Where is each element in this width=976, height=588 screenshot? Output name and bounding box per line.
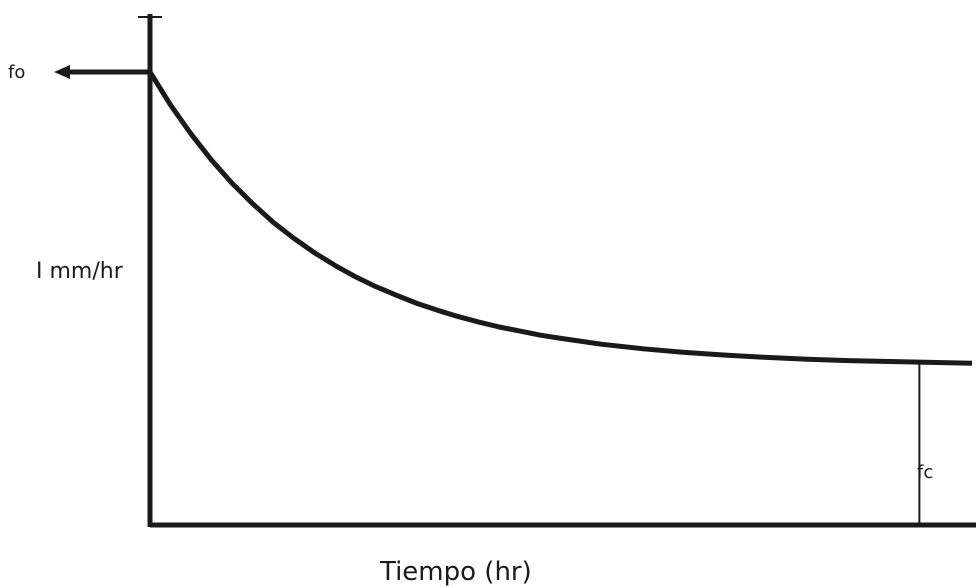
x-axis-label: Tiempo (hr): [379, 557, 532, 587]
markers-layer: [54, 65, 921, 525]
series-layer: [147, 70, 973, 366]
y-axis-label: I mm/hr: [36, 259, 124, 284]
fc-label: fc: [917, 462, 933, 483]
axes: [138, 14, 976, 528]
fo-arrowhead: [54, 65, 70, 79]
fo-label: fo: [8, 62, 25, 83]
infiltration-curve: [147, 70, 973, 366]
